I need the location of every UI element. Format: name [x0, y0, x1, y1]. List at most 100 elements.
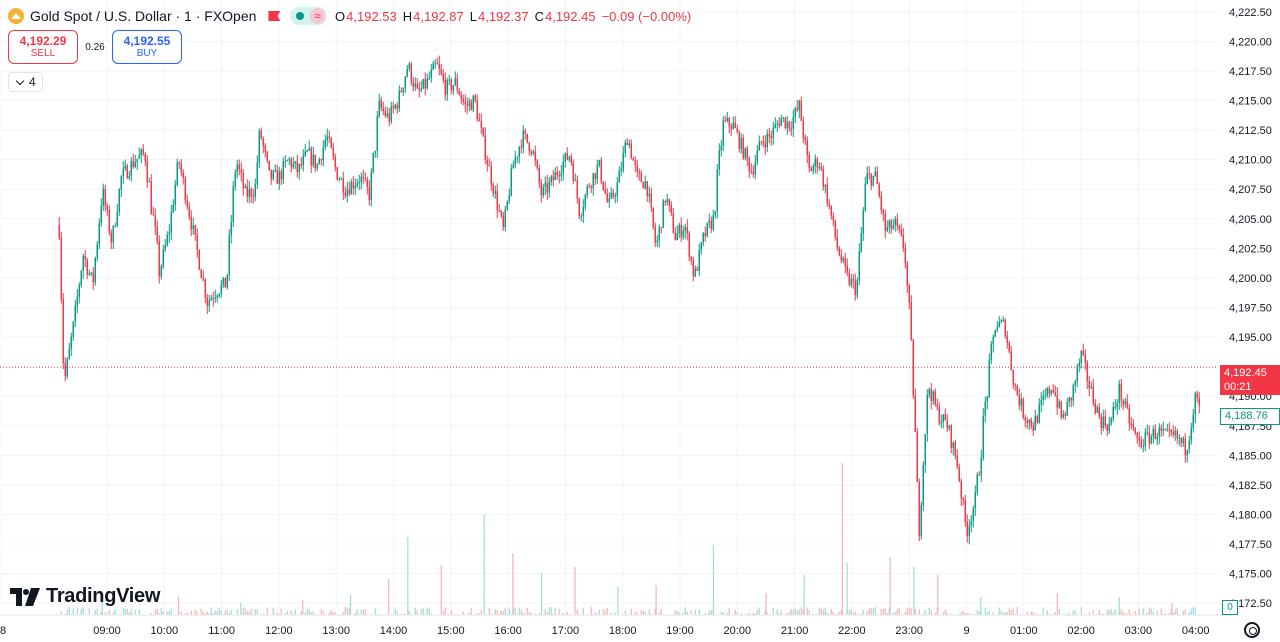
- candle-body-up: [708, 220, 710, 223]
- candle-body-up: [510, 168, 512, 196]
- volume-bar: [394, 608, 396, 615]
- candle-body-down: [670, 204, 672, 214]
- candle-body-down: [194, 225, 196, 235]
- volume-bar: [888, 607, 890, 615]
- volume-bar: [712, 545, 715, 615]
- candle-body-down: [178, 162, 180, 164]
- candle-body-down: [268, 160, 270, 170]
- candle-body-down: [438, 63, 440, 69]
- candle-body-down: [950, 425, 952, 449]
- candle-body-up: [976, 474, 978, 493]
- candle-body-down: [296, 161, 298, 173]
- volume-bar: [1194, 607, 1196, 615]
- candle-body-up: [940, 422, 942, 424]
- candle-body-down: [366, 179, 368, 188]
- volume-bar: [1092, 610, 1094, 615]
- candle-body-down: [344, 192, 346, 196]
- candle-body-up: [516, 156, 518, 158]
- volume-bar: [1110, 608, 1112, 615]
- volume-bar: [794, 609, 796, 615]
- candle-body-down: [1198, 398, 1200, 406]
- candle-body-down: [576, 180, 578, 199]
- candle-body-down: [930, 389, 932, 402]
- volume-bar: [468, 612, 470, 615]
- candle-body-up: [586, 186, 588, 195]
- indicators-count: 4: [29, 75, 36, 89]
- volume-bar: [488, 608, 490, 615]
- candle-body-down: [900, 229, 902, 235]
- candle-body-up: [372, 152, 374, 172]
- candle-body-up: [298, 164, 300, 173]
- candle-body-up: [274, 169, 276, 171]
- candle-body-up: [948, 425, 950, 429]
- candle-body-down: [806, 140, 808, 156]
- candle-body-up: [116, 212, 118, 226]
- volume-bar: [1171, 603, 1173, 615]
- candle-body-down: [804, 137, 806, 141]
- tradingview-logo[interactable]: TradingView: [10, 585, 160, 608]
- volume-bar: [604, 610, 606, 615]
- volume-bar: [756, 609, 758, 615]
- candle-body-up: [580, 215, 582, 217]
- candle-body-down: [762, 141, 764, 144]
- trade-panel: 4,192.29 SELL 0.26 4,192.55 BUY: [8, 30, 182, 64]
- sell-button[interactable]: 4,192.29 SELL: [8, 30, 78, 64]
- volume-bar: [596, 613, 598, 615]
- candle-body-up: [430, 69, 432, 78]
- price-axis[interactable]: 4,222.50 4,220.00 4,217.50 4,215.00 4,212.50…: [1229, 7, 1272, 610]
- volume-bar: [280, 608, 282, 615]
- market-status-pill[interactable]: ≈: [290, 7, 328, 25]
- volume-bar: [788, 611, 790, 615]
- volume-bar: [528, 611, 530, 615]
- time-tick-label: 19:00: [666, 625, 694, 637]
- volume-bar: [676, 610, 678, 615]
- volume-bar: [796, 610, 798, 615]
- flag-icon[interactable]: [268, 11, 281, 21]
- candle-body-down: [962, 498, 964, 501]
- time-tick-label: 21:00: [781, 625, 809, 637]
- indicators-toggle-button[interactable]: 4: [8, 72, 43, 92]
- symbol-title[interactable]: Gold Spot / U.S. Dollar · 1 · FXOpen: [30, 8, 257, 24]
- candle-body-up: [1114, 407, 1116, 409]
- candle-body-down: [180, 163, 182, 173]
- volume-bar: [94, 610, 96, 615]
- volume-bar: [80, 608, 82, 615]
- candle-body-down: [526, 133, 528, 143]
- volume-bar: [104, 611, 106, 615]
- candle-body-down: [590, 186, 592, 188]
- volume-bar: [728, 607, 730, 615]
- volume-bar: [884, 608, 886, 615]
- volume-bar: [558, 608, 560, 615]
- candle-body-up: [1178, 437, 1180, 439]
- volume-bar: [906, 607, 908, 615]
- candle-body-down: [600, 160, 602, 182]
- buy-button[interactable]: 4,192.55 BUY: [112, 30, 182, 64]
- candle-body-down: [1134, 428, 1136, 434]
- candle-body-down: [188, 207, 190, 217]
- volume-bar: [1008, 608, 1010, 615]
- volume-bar: [918, 608, 920, 615]
- candle-body-down: [126, 165, 128, 179]
- volume-bar: [496, 609, 498, 615]
- candle-body-up: [356, 182, 358, 186]
- price-tick-label: 4,205.00: [1229, 214, 1272, 226]
- candle-body-down: [880, 195, 882, 211]
- time-axis[interactable]: 8 09:00 10:00 11:00 12:00 13:00 14:00 15:00 16:0…: [0, 614, 1218, 637]
- candle-body-down: [1100, 416, 1102, 429]
- candle-body-up: [888, 220, 890, 228]
- candle-body-up: [1068, 397, 1070, 402]
- volume-bar: [644, 611, 646, 615]
- candle-body-down: [768, 133, 770, 137]
- candle-body-up: [340, 178, 342, 180]
- volume-bar: [200, 608, 202, 615]
- candle-body-up: [700, 242, 702, 250]
- chart-settings-gear-icon[interactable]: [1244, 622, 1260, 638]
- candle-body-down: [966, 521, 968, 537]
- candle-body-up: [96, 244, 98, 258]
- candle-body-up: [176, 162, 178, 185]
- candle-body-down: [642, 182, 644, 189]
- gold-symbol-icon: [8, 8, 24, 24]
- candle-body-down: [1070, 397, 1072, 401]
- candle-body-down: [352, 182, 354, 189]
